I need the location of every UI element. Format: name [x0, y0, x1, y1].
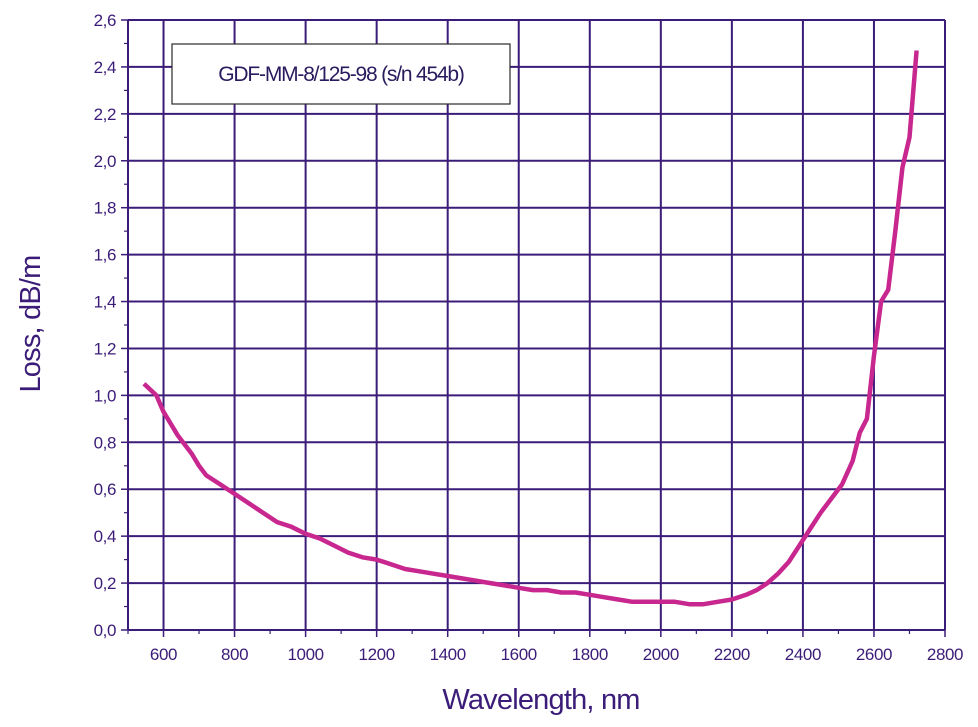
y-tick-label: 0,6: [94, 480, 116, 499]
x-tick-label: 1200: [359, 645, 395, 664]
x-axis-title: Wavelength, nm: [442, 684, 639, 716]
x-tick-label: 2800: [927, 645, 963, 664]
y-tick-label: 0,2: [94, 574, 116, 593]
y-tick-label: 2,0: [94, 152, 116, 171]
series-line-group: [142, 50, 919, 607]
y-tick-label: 0,8: [94, 433, 116, 452]
x-tick-label: 2400: [785, 645, 821, 664]
axes: [127, 20, 945, 631]
grid: [128, 19, 946, 630]
x-tick-label: 1800: [572, 645, 608, 664]
y-tick-label: 1,8: [94, 199, 116, 218]
x-tick-label: 1400: [430, 645, 466, 664]
x-tick-label: 2000: [643, 645, 679, 664]
series-line: [142, 50, 919, 607]
x-tick-label: 1600: [501, 645, 537, 664]
y-tick-label: 2,4: [94, 58, 116, 77]
y-tick-label: 0,0: [94, 621, 116, 640]
ticks: 600 800 1000 1200 1400 1600 1800 2000 2200 2400 26…: [94, 11, 964, 664]
x-tick-label: 800: [221, 645, 248, 664]
x-tick-label: 2200: [714, 645, 750, 664]
legend: GDF-MM-8/125-98 (s/n 454b): [171, 43, 511, 105]
x-tick-label: 2600: [856, 645, 892, 664]
x-tick-label: 600: [150, 645, 177, 664]
legend-box: [171, 43, 511, 105]
y-tick-label: 1,2: [94, 339, 116, 358]
y-tick-label: 2,6: [94, 11, 116, 30]
y-tick-label: 1,6: [94, 246, 116, 265]
x-tick-label: 1000: [287, 645, 323, 664]
legend-text: GDF-MM-8/125-98 (s/n 454b): [218, 63, 464, 86]
y-tick-label: 1,0: [94, 386, 116, 405]
y-tick-label: 1,4: [94, 293, 116, 312]
y-axis-title: Loss, dB/m: [15, 255, 47, 392]
y-tick-label: 2,2: [94, 105, 116, 124]
y-tick-label: 0,4: [94, 527, 116, 546]
